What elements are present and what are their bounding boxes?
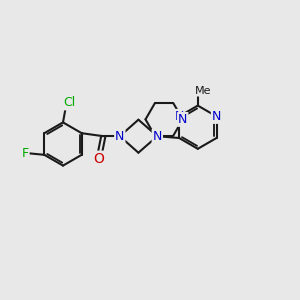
- Text: F: F: [22, 147, 29, 160]
- Text: N: N: [153, 130, 162, 143]
- Text: Me: Me: [195, 85, 211, 96]
- Text: N: N: [174, 110, 184, 123]
- Text: Cl: Cl: [64, 96, 76, 110]
- Text: O: O: [93, 152, 104, 166]
- Text: N: N: [115, 130, 124, 143]
- Text: N: N: [178, 113, 188, 126]
- Text: N: N: [212, 110, 221, 123]
